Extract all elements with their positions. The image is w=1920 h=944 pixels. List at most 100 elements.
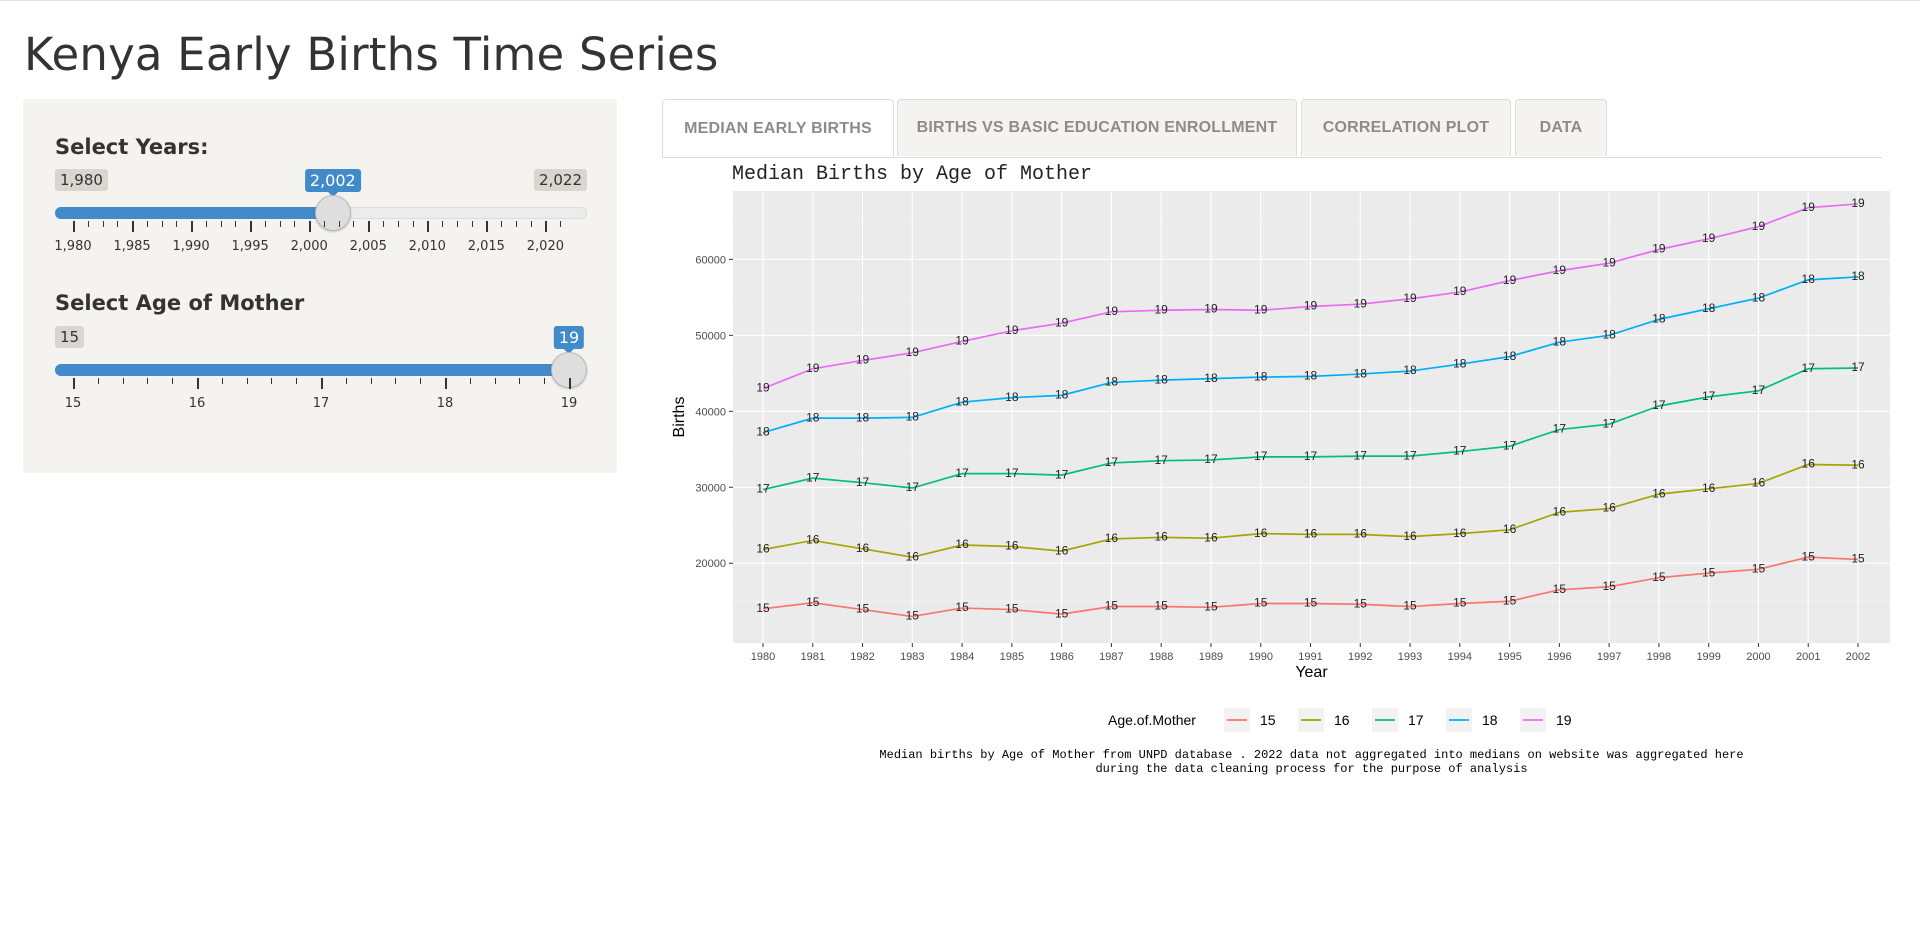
legend-title: Age.of.Mother xyxy=(1108,712,1196,728)
y-tick-label: 30000 xyxy=(695,482,726,494)
data-label: 18 xyxy=(756,425,770,439)
data-label: 15 xyxy=(906,609,920,623)
age-slider-tick xyxy=(221,378,223,384)
data-label: 19 xyxy=(1652,242,1666,256)
data-label: 15 xyxy=(1304,596,1318,610)
years-slider-tick xyxy=(383,221,384,227)
years-slider-handle[interactable] xyxy=(314,195,351,231)
age-slider-tick xyxy=(271,378,273,384)
data-label: 19 xyxy=(1702,231,1716,245)
data-label: 15 xyxy=(1553,582,1567,596)
years-range-slider[interactable]: 1,980 2,022 2,002 1,980 1,985 1,990 1,995 2,… xyxy=(54,169,587,289)
age-slider-tick xyxy=(172,378,174,384)
years-slider-tick xyxy=(279,221,281,227)
data-label: 17 xyxy=(1304,449,1318,463)
data-label: 16 xyxy=(1155,530,1169,544)
data-label: 18 xyxy=(1752,290,1766,304)
x-tick-label: 1988 xyxy=(1149,651,1173,663)
x-tick-label: 1985 xyxy=(1000,651,1024,663)
years-slider-label: Select Years: xyxy=(55,135,209,159)
x-tick-label: 1987 xyxy=(1099,651,1123,663)
years-slider-tick xyxy=(205,221,207,227)
years-slider-tick xyxy=(353,221,355,227)
data-label: 19 xyxy=(1354,296,1368,310)
x-tick-label: 1995 xyxy=(1497,651,1521,663)
tab-correlation-plot[interactable]: CORRELATION PLOT xyxy=(1301,99,1511,156)
data-label: 18 xyxy=(1055,388,1069,402)
data-label: 18 xyxy=(1204,371,1218,385)
data-label: 17 xyxy=(756,482,770,496)
age-slider-tick xyxy=(122,378,124,384)
tab-bar: MEDIAN EARLY BIRTHS BIRTHS VS BASIC EDUC… xyxy=(662,99,1882,158)
years-slider-tick xyxy=(132,221,135,232)
data-label: 18 xyxy=(1652,312,1666,326)
years-slider-tick xyxy=(412,221,414,227)
caption-line: Median births by Age of Mother from UNPD… xyxy=(879,748,1743,762)
years-slider-tick-label: 2,015 xyxy=(467,239,505,254)
series-line-16 xyxy=(762,463,1859,559)
years-slider-tick xyxy=(323,221,325,227)
x-axis: 1980 1981 1982 1983 1984 1985 1986 1987 1988 1989… xyxy=(751,643,1870,663)
data-label: 16 xyxy=(1503,522,1517,536)
years-slider-tick-label: 2,020 xyxy=(526,239,564,254)
data-label: 17 xyxy=(806,470,820,484)
years-slider-tick xyxy=(117,221,119,227)
data-label: 16 xyxy=(1304,527,1318,541)
years-slider-tick-label: 1,990 xyxy=(172,239,210,254)
data-label: 19 xyxy=(1304,299,1318,313)
data-label: 17 xyxy=(1802,361,1816,375)
data-label: 18 xyxy=(1354,366,1368,380)
data-label: 17 xyxy=(1055,467,1069,481)
x-tick-label: 1992 xyxy=(1348,651,1372,663)
chart-title: Median Births by Age of Mother xyxy=(732,163,1092,186)
years-slider-tick xyxy=(309,221,312,232)
years-slider-tick xyxy=(368,221,371,232)
years-slider-tick xyxy=(560,221,562,227)
data-label: 16 xyxy=(1802,457,1816,471)
series-group: 15 15 15 15 15 15 15 15 15 15 15 15 15 15 15 15 15 15 15 15… xyxy=(756,196,1865,622)
data-label: 18 xyxy=(1503,349,1517,363)
chart-caption: Median births by Age of Mother from UNPD… xyxy=(879,748,1743,776)
data-label: 19 xyxy=(1155,302,1169,316)
data-label: 17 xyxy=(955,466,969,480)
page-title: Kenya Early Births Time Series xyxy=(24,28,719,81)
years-slider-tick xyxy=(515,221,517,227)
y-tick-label: 20000 xyxy=(695,558,726,570)
years-slider-tick xyxy=(220,221,222,227)
data-label: 18 xyxy=(1553,334,1567,348)
data-label: 19 xyxy=(906,345,920,359)
tab-births-vs-education[interactable]: BIRTHS VS BASIC EDUCATION ENROLLMENT xyxy=(897,99,1297,156)
x-tick-label: 2001 xyxy=(1796,651,1820,663)
years-slider-tick xyxy=(530,221,532,227)
years-slider-tick xyxy=(501,221,503,227)
sidebar-panel: Select Years: 1,980 2,022 2,002 1,980 1,9… xyxy=(23,99,617,473)
data-label: 15 xyxy=(1403,599,1417,613)
x-tick-label: 1997 xyxy=(1597,651,1621,663)
age-value-bubble: 19 xyxy=(553,326,585,354)
years-slider-tick xyxy=(146,221,148,227)
data-label: 17 xyxy=(1702,389,1716,403)
x-tick-label: 1996 xyxy=(1547,651,1571,663)
x-tick-label: 1984 xyxy=(950,651,974,663)
top-border xyxy=(0,0,1920,1)
age-slider-tick-label: 18 xyxy=(436,396,454,411)
data-label: 18 xyxy=(906,410,920,424)
data-label: 19 xyxy=(1204,302,1218,316)
data-label: 19 xyxy=(1553,263,1567,277)
age-slider-tick xyxy=(569,378,571,389)
years-slider-tick-label: 1,980 xyxy=(54,239,92,254)
data-label: 17 xyxy=(1005,466,1019,480)
years-slider-tick xyxy=(471,221,473,227)
age-min-label: 15 xyxy=(55,326,85,348)
age-range-slider[interactable]: 15 19 15 16 17 18 19 xyxy=(55,326,587,446)
data-label: 15 xyxy=(1155,599,1169,613)
tab-median-early-births[interactable]: MEDIAN EARLY BIRTHS xyxy=(662,99,894,157)
age-slider-tick-label: 19 xyxy=(560,396,578,411)
series-line-18 xyxy=(762,275,1859,434)
data-label: 19 xyxy=(806,361,820,375)
tab-data[interactable]: DATA xyxy=(1515,99,1607,156)
age-slider-tick xyxy=(345,378,347,384)
data-label: 18 xyxy=(1155,372,1169,386)
data-label: 15 xyxy=(1453,596,1467,610)
data-label: 19 xyxy=(1752,219,1766,233)
